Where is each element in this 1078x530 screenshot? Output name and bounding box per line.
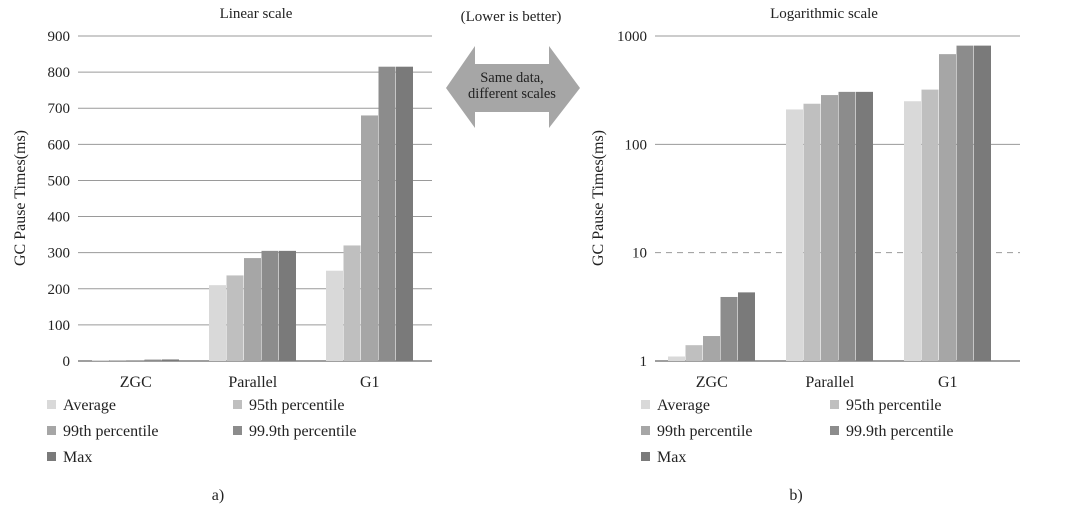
chart-title: Linear scale	[220, 6, 293, 22]
legend-swatch	[641, 426, 650, 435]
y-tick-label: 10	[632, 246, 647, 262]
bar-zgc-4	[144, 359, 162, 361]
legend-swatch	[641, 452, 650, 461]
category-label: G1	[938, 374, 958, 391]
y-tick-label: 0	[63, 354, 71, 370]
bar-parallel-4	[838, 91, 856, 361]
legend-label: Max	[657, 449, 686, 466]
log-chart: Logarithmic scale GC Pause Times(ms) 100…	[590, 6, 1020, 504]
legend-label: 99th percentile	[657, 423, 753, 440]
bar-zgc-5	[738, 292, 755, 361]
legend-swatch	[47, 452, 56, 461]
bar-parallel-5	[279, 250, 296, 361]
bar-parallel-5	[856, 91, 873, 361]
y-axis-label: GC Pause Times(ms)	[590, 130, 607, 266]
bar-g1-1	[904, 101, 921, 361]
legend-label: Max	[63, 449, 92, 466]
legend-label: 95th percentile	[846, 397, 942, 414]
legend-swatch	[233, 426, 242, 435]
legend-label: 99th percentile	[63, 423, 159, 440]
legend-swatch	[47, 426, 56, 435]
category-label: ZGC	[120, 374, 152, 391]
bar-g1-3	[939, 54, 956, 361]
bar-parallel-3	[821, 95, 838, 361]
category-labels: ZGC Parallel G1	[696, 374, 958, 391]
y-tick-label: 300	[48, 246, 71, 262]
bar-parallel-1	[209, 285, 226, 361]
panel-label: b)	[789, 487, 802, 504]
y-tick-label: 500	[48, 173, 71, 189]
y-tick-label: 900	[48, 29, 71, 45]
legend-swatch	[233, 400, 242, 409]
y-tick-label: 400	[48, 210, 71, 226]
category-label: Parallel	[228, 374, 277, 391]
bar-g1-4	[378, 66, 396, 361]
chart-title: Logarithmic scale	[770, 6, 878, 22]
y-tick-label: 1	[640, 354, 648, 370]
y-tick-labels: 900 800 700 600 500 400 300 200 100 0	[48, 29, 71, 370]
bar-parallel-3	[244, 258, 261, 361]
y-tick-labels: 1000 100 10 1	[617, 29, 647, 370]
legend-swatch	[830, 400, 839, 409]
bar-g1-2	[343, 245, 361, 361]
bar-g1-2	[921, 89, 939, 361]
y-tick-label: 600	[48, 137, 71, 153]
category-label: ZGC	[696, 374, 728, 391]
category-label: Parallel	[805, 374, 854, 391]
bar-zgc-3	[127, 360, 144, 361]
y-tick-label: 700	[48, 101, 71, 117]
double-arrow-icon: Same data, different scales	[446, 46, 580, 128]
legend: Average 95th percentile 99th percentile 99.…	[641, 397, 954, 466]
bar-zgc-4	[720, 296, 738, 361]
legend-label: 99.9th percentile	[846, 423, 954, 440]
bar-zgc-5	[162, 359, 179, 361]
bars	[668, 45, 991, 362]
legend-swatch	[830, 426, 839, 435]
bar-g1-5	[396, 66, 413, 361]
bar-g1-1	[326, 270, 343, 361]
bar-parallel-4	[261, 250, 279, 361]
panel-label: a)	[212, 487, 224, 504]
center-note: (Lower is better)	[461, 9, 562, 25]
arrow-text-line2: different scales	[468, 86, 556, 102]
legend-label: 95th percentile	[249, 397, 345, 414]
bar-zgc-2	[685, 345, 703, 361]
linear-chart: Linear scale GC Pause Times(ms) 900 800 70…	[12, 6, 432, 504]
y-axis-label: GC Pause Times(ms)	[12, 130, 29, 266]
bar-g1-3	[361, 115, 378, 361]
legend-swatch	[47, 400, 56, 409]
bar-g1-5	[974, 45, 991, 361]
bar-parallel-2	[226, 275, 244, 361]
bar-zgc-3	[703, 336, 720, 361]
legend-label: Average	[657, 397, 710, 414]
bar-zgc-1	[668, 356, 685, 361]
arrow-text-line1: Same data,	[480, 70, 544, 86]
legend-label: Average	[63, 397, 116, 414]
category-label: G1	[360, 374, 380, 391]
legend-label: 99.9th percentile	[249, 423, 357, 440]
y-tick-label: 1000	[617, 29, 647, 45]
bars	[92, 66, 413, 361]
legend: Average 95th percentile 99th percentile 99.…	[47, 397, 357, 466]
double-arrow-shape	[446, 46, 580, 128]
legend-swatch	[641, 400, 650, 409]
category-labels: ZGC Parallel G1	[120, 374, 380, 391]
y-tick-label: 100	[48, 318, 71, 334]
y-tick-label: 800	[48, 65, 71, 81]
bar-zgc-1	[92, 360, 109, 361]
bar-parallel-2	[803, 103, 821, 361]
y-tick-label: 200	[48, 282, 71, 298]
bar-g1-4	[956, 45, 974, 361]
bar-parallel-1	[786, 109, 803, 362]
bar-zgc-2	[109, 360, 127, 361]
y-tick-label: 100	[625, 137, 648, 153]
